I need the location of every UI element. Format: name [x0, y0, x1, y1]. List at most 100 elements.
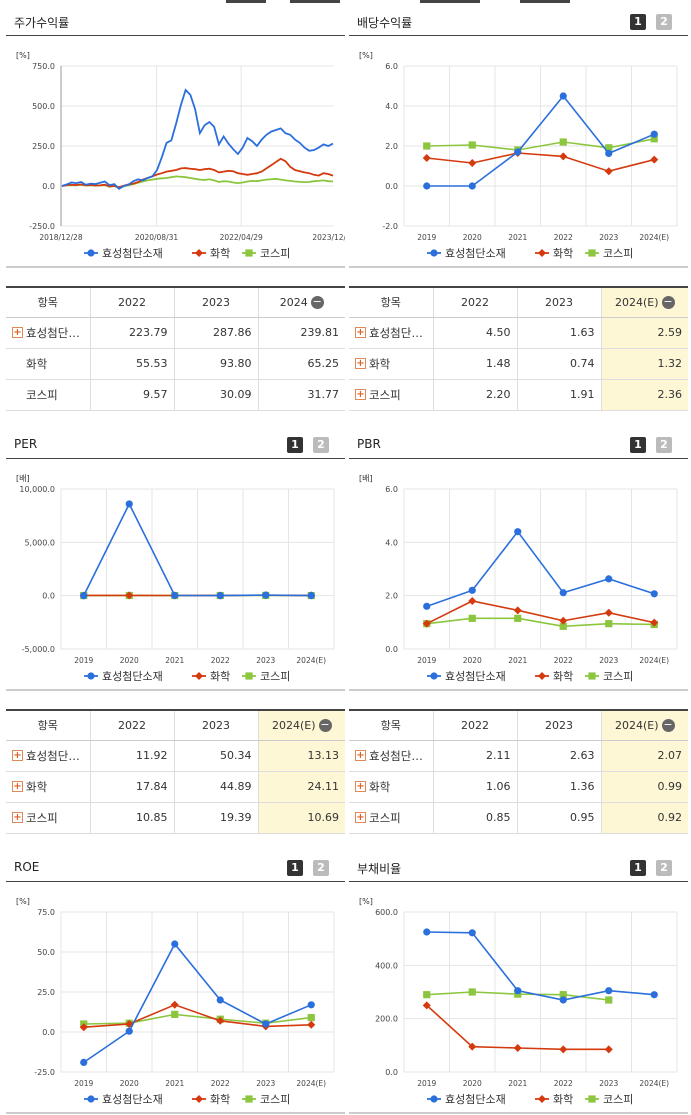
chart-page-1-button[interactable]: 1: [630, 860, 646, 876]
cell: 19.39: [173, 802, 258, 834]
data-point: [650, 618, 659, 627]
data-point: [80, 592, 88, 600]
y-tick-label: 4.0: [385, 102, 398, 111]
top-tab-fragment: [290, 0, 340, 3]
table-header: 항목: [6, 709, 90, 741]
collapse-icon[interactable]: −: [661, 295, 675, 309]
cell: 0.74: [516, 348, 601, 380]
data-point: [87, 672, 95, 680]
table-row: + 코스피 0.85 0.95 0.92: [349, 802, 688, 834]
unit-label: [%]: [359, 51, 373, 60]
cell: 1.32: [600, 348, 688, 380]
data-point: [80, 1058, 88, 1066]
x-tick-label: 2020: [120, 656, 139, 665]
chart-page-2-button[interactable]: 2: [656, 860, 672, 876]
x-tick-label: 2019: [417, 1079, 436, 1088]
series-line: [426, 617, 655, 628]
x-tick-label: 2021: [508, 656, 527, 665]
legend-label: 코스피: [260, 1093, 290, 1106]
row-label: + 코스피: [349, 379, 433, 411]
collapse-icon[interactable]: −: [661, 718, 675, 732]
chart-page-2-button[interactable]: 2: [656, 14, 672, 30]
panel-title: 배당수익률: [357, 16, 413, 30]
data-point: [468, 929, 476, 937]
legend-label: 효성첨단소재: [445, 670, 506, 683]
add-icon[interactable]: +: [12, 781, 23, 792]
series-line: [426, 138, 655, 151]
add-icon[interactable]: +: [355, 812, 366, 823]
x-tick-label: 2020/08/31: [135, 233, 178, 242]
chart-page-2-button[interactable]: 2: [313, 437, 329, 453]
y-tick-label: -25.0: [34, 1068, 55, 1077]
collapse-icon[interactable]: −: [318, 718, 332, 732]
add-icon[interactable]: +: [355, 750, 366, 761]
x-tick-label: 2022: [554, 233, 573, 242]
x-tick-label: 2022: [554, 1079, 573, 1088]
y-tick-label: 5,000.0: [24, 538, 55, 547]
chart-page-2-button[interactable]: 2: [313, 860, 329, 876]
x-tick-label: 2022: [554, 656, 573, 665]
x-tick-label: 2023: [256, 1079, 275, 1088]
chart-page-2-button[interactable]: 2: [656, 437, 672, 453]
data-point: [559, 616, 568, 625]
x-tick-label: 2018/12/28: [39, 233, 82, 242]
chart-page-1-button[interactable]: 1: [287, 437, 303, 453]
add-icon[interactable]: +: [12, 750, 23, 761]
data-point: [538, 249, 546, 257]
cell: 2.63: [516, 740, 601, 772]
roe-panel: ROE 1 2 [%] 75.0 50.0 25.0 0.0 -25.0 2019 2020 2…: [6, 854, 345, 1114]
add-icon[interactable]: +: [12, 327, 23, 338]
legend-label: 효성첨단소재: [102, 670, 163, 683]
data-point: [171, 1010, 179, 1018]
y-tick-label: 500.0: [32, 102, 55, 111]
row-label: + 코스피: [6, 802, 90, 834]
cell: 13.13: [257, 740, 345, 772]
dividend-table: 항목 2022 2023 2024(E) − + 효성첨단… 4.50 1.63 2…: [349, 286, 688, 411]
row-label: + 화학: [6, 771, 90, 803]
table-header-label: 2024(E): [271, 718, 316, 732]
add-icon[interactable]: +: [12, 812, 23, 823]
cell: 0.99: [600, 771, 688, 803]
chart-page-1-button[interactable]: 1: [287, 860, 303, 876]
table-header: 2022: [89, 286, 174, 318]
collapse-icon[interactable]: −: [310, 295, 324, 309]
add-icon[interactable]: +: [355, 358, 366, 369]
series-line: [61, 88, 334, 191]
cell: 10.69: [257, 802, 345, 834]
add-icon[interactable]: +: [355, 327, 366, 338]
data-point: [650, 130, 658, 138]
y-tick-label: 200.0: [375, 1015, 398, 1024]
x-tick-label: 2023/12/28: [312, 233, 345, 242]
row-label: + 화학: [349, 771, 433, 803]
y-tick-label: 750.0: [32, 62, 55, 71]
row-label: + 효성첨단…: [349, 740, 433, 772]
y-tick-label: 400.0: [375, 961, 398, 970]
top-tab-fragment: [420, 0, 480, 3]
row-name: 코스피: [26, 387, 58, 402]
x-tick-label: 2020: [463, 233, 482, 242]
data-point: [468, 597, 477, 605]
add-icon[interactable]: +: [355, 781, 366, 792]
table-header: 2022: [432, 286, 517, 318]
data-point: [559, 589, 567, 597]
y-tick-label: 0.0: [385, 645, 398, 654]
panel-header: PBR 1 2: [349, 431, 688, 459]
stock-return-panel: 주가수익률 [%] 750.0 500.0 250.0 0.0 -250.0 2018/12…: [6, 8, 345, 268]
add-icon[interactable]: +: [355, 389, 366, 400]
series-line: [426, 152, 655, 173]
data-point: [245, 672, 253, 680]
panel-title: 부채비율: [357, 862, 402, 876]
table-header: 항목: [349, 286, 433, 318]
table-row: 화학 55.53 93.80 65.25: [6, 348, 345, 380]
chart-page-1-button[interactable]: 1: [630, 437, 646, 453]
y-tick-label: 50.0: [37, 948, 55, 957]
table-header: 2023: [173, 709, 258, 741]
cell: 0.85: [432, 802, 517, 834]
y-tick-label: -2.0: [382, 222, 398, 231]
data-point: [559, 152, 568, 161]
y-tick-label: 0.0: [42, 592, 55, 601]
x-tick-label: 2021: [165, 656, 184, 665]
cell: 287.86: [173, 317, 258, 349]
chart-page-1-button[interactable]: 1: [630, 14, 646, 30]
data-point: [423, 182, 431, 190]
